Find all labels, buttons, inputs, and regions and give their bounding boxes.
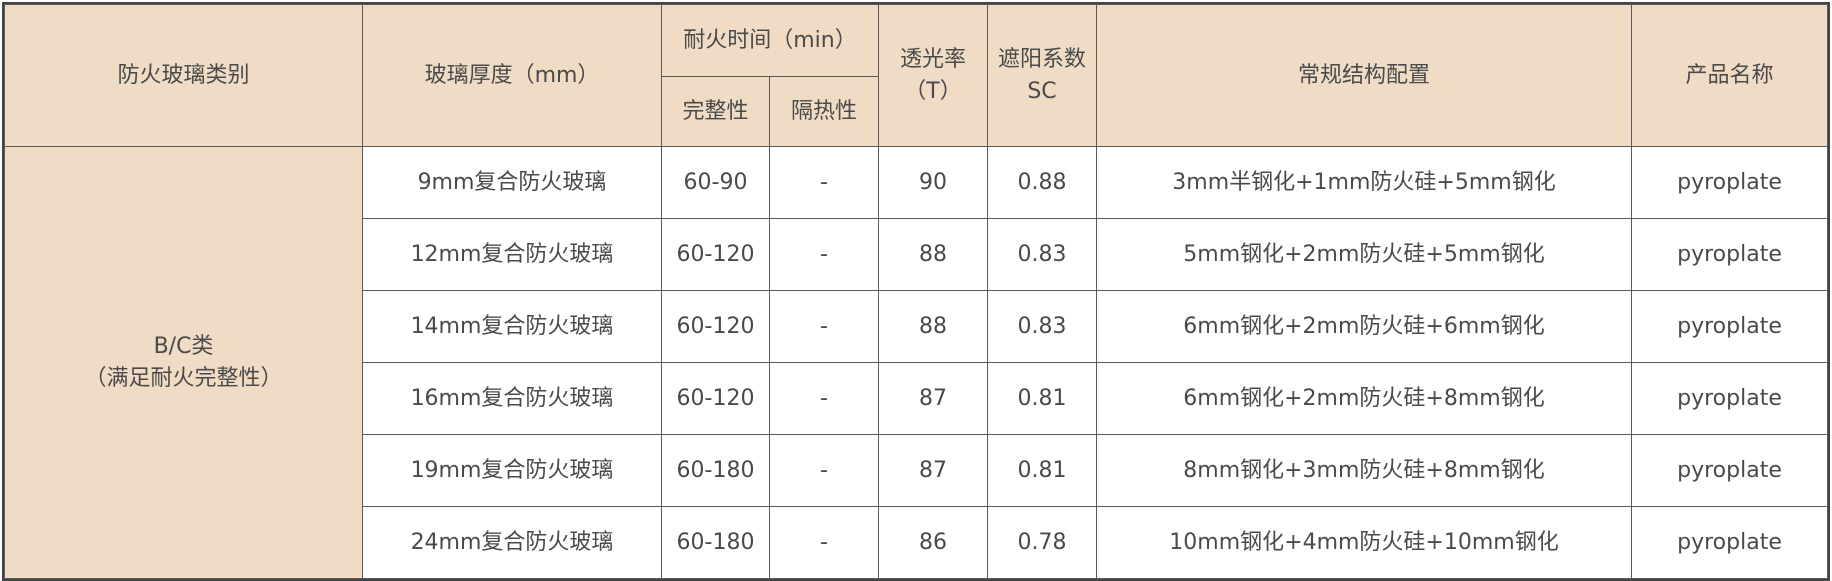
transmittance-cell: 87	[878, 434, 988, 507]
shading-coefficient-cell: 0.81	[987, 362, 1097, 435]
thickness-cell: 14mm复合防火玻璃	[362, 290, 662, 363]
integrity-cell: 60-120	[661, 218, 770, 291]
structure-cell: 3mm半钢化+1mm防火硅+5mm钢化	[1096, 146, 1632, 219]
category-note: （满足耐火完整性）	[84, 365, 283, 391]
insulation-cell: -	[769, 290, 879, 363]
transmittance-cell: 88	[878, 218, 988, 291]
header-thickness: 玻璃厚度（mm）	[362, 4, 662, 147]
category-cell: B/C类 （满足耐火完整性）	[4, 146, 363, 579]
category-name: B/C类	[153, 333, 214, 359]
header-category: 防火玻璃类别	[4, 4, 363, 147]
table-row: B/C类 （满足耐火完整性） 9mm复合防火玻璃 60-90-90 0.88 3mm半钢化…	[4, 146, 1828, 579]
transmittance-cell: 87	[878, 362, 988, 435]
header-transmittance: 透光率（T）	[878, 4, 988, 147]
insulation-cell: -	[769, 146, 879, 219]
product-name-cell: pyroplate	[1631, 218, 1828, 291]
thickness-cell: 9mm复合防火玻璃	[362, 146, 662, 219]
table-row: 16mm复合防火玻璃 60-120-87 0.81 6mm钢化+2mm防火硅+8mm钢…	[5, 362, 1828, 435]
header-structure: 常规结构配置	[1096, 4, 1632, 147]
structure-cell: 6mm钢化+2mm防火硅+6mm钢化	[1096, 290, 1632, 363]
structure-cell: 8mm钢化+3mm防火硅+8mm钢化	[1096, 434, 1632, 507]
header-shading-coefficient: 遮阳系数SC	[987, 4, 1097, 147]
integrity-cell: 60-120	[661, 362, 770, 435]
header-integrity: 完整性	[661, 76, 770, 147]
structure-cell: 6mm钢化+2mm防火硅+8mm钢化	[1096, 362, 1632, 435]
structure-cell: 10mm钢化+4mm防火硅+10mm钢化	[1096, 506, 1632, 579]
thickness-cell: 19mm复合防火玻璃	[362, 434, 662, 507]
insulation-cell: -	[769, 362, 879, 435]
integrity-cell: 60-180	[661, 434, 770, 507]
transmittance-cell: 88	[878, 290, 988, 363]
transmittance-cell: 90	[878, 146, 988, 219]
insulation-cell: -	[769, 506, 879, 579]
shading-coefficient-cell: 0.78	[987, 506, 1097, 579]
shading-coefficient-cell: 0.83	[987, 218, 1097, 291]
thickness-cell: 24mm复合防火玻璃	[362, 506, 662, 579]
structure-cell: 5mm钢化+2mm防火硅+5mm钢化	[1096, 218, 1632, 291]
shading-coefficient-cell: 0.81	[987, 434, 1097, 507]
table-row: 19mm复合防火玻璃 60-180-87 0.81 8mm钢化+3mm防火硅+8mm钢…	[5, 434, 1828, 507]
integrity-cell: 60-120	[661, 290, 770, 363]
shading-coefficient-cell: 0.83	[987, 290, 1097, 363]
header-fire-time: 耐火时间（min）	[661, 4, 879, 77]
table-row: 12mm复合防火玻璃 60-120-88 0.83 5mm钢化+2mm防火硅+5mm钢…	[5, 218, 1828, 291]
thickness-cell: 12mm复合防火玻璃	[362, 218, 662, 291]
insulation-cell: -	[769, 218, 879, 291]
shading-coefficient-cell: 0.88	[987, 146, 1097, 219]
thickness-cell: 16mm复合防火玻璃	[362, 362, 662, 435]
product-name-cell: pyroplate	[1631, 290, 1828, 363]
product-name-cell: pyroplate	[1631, 146, 1828, 219]
transmittance-cell: 86	[878, 506, 988, 579]
header-insulation: 隔热性	[769, 76, 879, 147]
integrity-cell: 60-90	[661, 146, 770, 219]
product-name-cell: pyroplate	[1631, 434, 1828, 507]
product-name-cell: pyroplate	[1631, 506, 1828, 579]
insulation-cell: -	[769, 434, 879, 507]
header-product: 产品名称	[1631, 4, 1828, 147]
table-row: 24mm复合防火玻璃 60-180-86 0.78 10mm钢化+4mm防火硅+10m…	[5, 506, 1828, 579]
integrity-cell: 60-180	[661, 506, 770, 579]
product-name-cell: pyroplate	[1631, 362, 1828, 435]
